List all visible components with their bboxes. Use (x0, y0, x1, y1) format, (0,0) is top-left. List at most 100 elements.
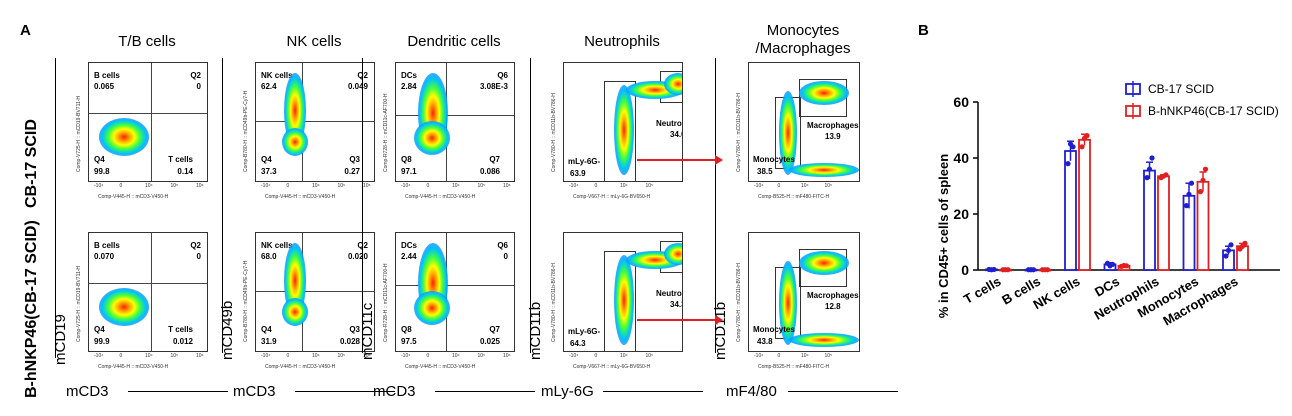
quadrant-tr-value: 0.049 (347, 82, 368, 91)
x-axis-title-1-row1: Comp-V445-H :: mCD3-V450-H (265, 194, 336, 200)
quadrant-tl-value: 68.0 (261, 252, 277, 261)
quadrant-tl-value: 0.065 (94, 82, 115, 91)
x-tick-3-row2-0: -10⁴ (569, 353, 579, 359)
x-axis-title-2-row2: Comp-V445-H :: mCD3-V450-H (405, 364, 476, 370)
quadrant-br-value: 0.025 (479, 337, 500, 346)
flow-plot-3-row2: Neutrophils 34.3 mLy-6G- 64.3 (563, 232, 683, 352)
x-axis-title-3-row2: Comp-V667-H :: mLy-6G-BV650-H (573, 364, 651, 370)
x-axis-title-1-row2: Comp-V445-H :: mCD3-V450-H (265, 364, 336, 370)
y-axis-title-1-row1: Comp-B780-H :: mCD49b-PE-Cy7-H (243, 90, 249, 172)
y-axis-arrow-4 (715, 58, 716, 353)
cell-density (99, 288, 149, 326)
cell-density-bottom (789, 333, 859, 347)
x-tick-1-row1-4: 10⁶ (363, 183, 371, 189)
y-axis-arrow-3 (530, 58, 531, 353)
column-title-3: Neutrophils (584, 33, 660, 50)
y-axis-title-4-row2: Comp-V780-H :: mCD11b-BV786-H (736, 263, 742, 342)
y-axis-arrow-1 (222, 58, 223, 353)
data-point-1-1-2 (1044, 267, 1051, 273)
flow-plot-4-row2: Macrophages 12.8 Monocytes 43.8 (748, 232, 860, 352)
x-tick-1-row1-1: 0 (286, 183, 290, 189)
x-tick-0-row2-4: 10⁶ (196, 353, 204, 359)
x-tick-4-row1-3: 10⁵ (824, 183, 833, 189)
x-tick-4-row2-3: 10⁵ (824, 353, 833, 359)
x-tick-1-row1-2: 10⁴ (312, 183, 320, 189)
quadrant-bl-value: 97.5 (401, 337, 417, 346)
red-arrow-row2 (637, 315, 723, 325)
x-tick-0-row2-3: 10⁵ (170, 353, 179, 359)
data-point-0-2-2 (1070, 144, 1076, 150)
column-title-0: T/B cells (118, 33, 176, 50)
quadrant-tl-value: 2.84 (401, 82, 417, 91)
cell-density-monocytes (779, 261, 797, 345)
x-tick-2-row1-2: 10⁴ (452, 183, 460, 189)
data-point-1-0-2 (1005, 267, 1011, 273)
x-axis-arrow-1 (295, 391, 395, 392)
quadrant-line-horizontal (89, 283, 207, 284)
quadrant-line-horizontal (89, 113, 207, 114)
gate-macrophages-name: Macrophages (807, 121, 859, 130)
quadrant-bl-name: Q8 (401, 325, 412, 334)
red-arrow-row1 (637, 155, 723, 165)
x-tick-1-row2-4: 10⁶ (363, 353, 371, 359)
column-xlabel-3: mLy-6G (541, 383, 594, 400)
quadrant-br-value: 0.14 (177, 167, 193, 176)
data-point-0-4-2 (1149, 155, 1155, 161)
x-tick-4-row2-2: 10⁴ (801, 353, 809, 359)
y-tick-label-1: 20 (953, 206, 969, 222)
quadrant-br-name: Q3 (349, 325, 360, 334)
flow-plot-0-row1: B cells 0.065 Q2 0 Q4 99.8 T cells 0.14 (88, 62, 208, 182)
data-point-0-6-0 (1223, 253, 1229, 259)
column-title-4: Monocytes /Macrophages (755, 22, 851, 57)
quadrant-br-value: 0.086 (479, 167, 500, 176)
cell-density-q4 (282, 298, 308, 326)
cell-density-mly6g (614, 85, 634, 175)
x-tick-2-row2-4: 10⁶ (503, 353, 511, 359)
y-axis-label: % in CD45+ cells of spleen (936, 154, 951, 318)
x-tick-2-row1-1: 0 (426, 183, 430, 189)
x-tick-0-row1-1: 0 (119, 183, 123, 189)
gate-neutrophils-name: Neutrophils (656, 119, 682, 128)
x-tick-3-row2-3: 10⁵ (645, 353, 654, 359)
cell-density-q8 (414, 121, 450, 155)
bar-0-4 (1143, 169, 1156, 271)
quadrant-tl-name: NK cells (261, 241, 293, 250)
row-label-cb17: CB-17 SCID (23, 119, 40, 208)
quadrant-tl-name: B cells (94, 241, 120, 250)
quadrant-bl-name: Q4 (94, 325, 105, 334)
legend-label-0: CB-17 SCID (1148, 82, 1214, 96)
gate-macrophages-value: 12.8 (825, 302, 841, 311)
gate-macrophages-value: 13.9 (825, 132, 841, 141)
data-point-0-4-1 (1146, 166, 1153, 172)
x-tick-2-row2-0: -10⁴ (401, 353, 411, 359)
x-tick-4-row2-0: -10⁴ (754, 353, 764, 359)
quadrant-br-value: 0.028 (339, 337, 360, 346)
x-tick-3-row1-2: 10⁴ (620, 183, 628, 189)
x-axis-title-0-row1: Comp-V445-H :: mCD3-V450-H (98, 194, 169, 200)
x-tick-1-row2-0: -10⁴ (261, 353, 271, 359)
quadrant-tl-value: 0.070 (94, 252, 115, 261)
x-tick-2-row2-3: 10⁵ (477, 353, 486, 359)
quadrant-line-horizontal (396, 115, 514, 116)
cell-density-q4 (282, 128, 308, 156)
cell-density (99, 118, 149, 156)
quadrant-br-name: Q7 (489, 325, 500, 334)
x-tick-2-row1-3: 10⁵ (477, 183, 486, 189)
bar-1-5 (1196, 180, 1210, 271)
quadrant-tr-value: 0 (196, 252, 201, 261)
x-axis-title-0-row2: Comp-V445-H :: mCD3-V450-H (98, 364, 169, 370)
y-axis-title-4-row1: Comp-V780-H :: mCD11b-BV786-H (736, 93, 742, 172)
data-point-0-2-0 (1065, 161, 1071, 167)
x-tick-0-row2-2: 10⁴ (145, 353, 153, 359)
x-tick-0-row1-2: 10⁴ (145, 183, 153, 189)
bar-chart: 0 20 40 60 % in CD45+ cells of spleen T cells… (936, 81, 1280, 329)
x-axis-arrow-4 (788, 391, 898, 392)
cell-density-bottom (789, 163, 859, 177)
x-tick-1-row1-3: 10⁵ (337, 183, 346, 189)
x-tick-4-row2-1: 0 (777, 353, 781, 359)
quadrant-tl-name: NK cells (261, 71, 293, 80)
bar-1-2 (1078, 138, 1091, 271)
cell-density-mly6g (614, 255, 634, 345)
gate-monocytes-value: 38.5 (757, 167, 773, 176)
